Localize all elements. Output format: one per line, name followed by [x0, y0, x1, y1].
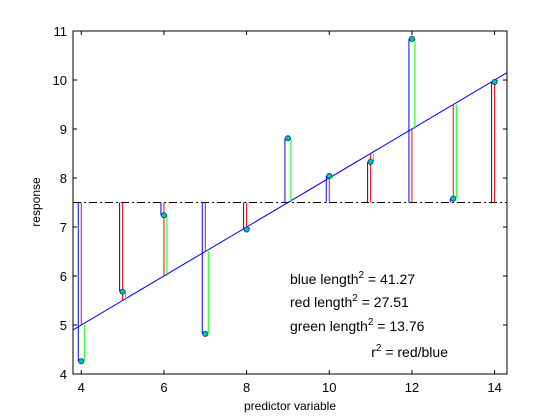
- y-tick-label: 6: [60, 269, 67, 284]
- data-point: [367, 158, 374, 165]
- annotation-blue-length: blue length2 = 41.27: [290, 270, 415, 287]
- x-tick-labels: 4 6 8 10 12 14: [78, 380, 502, 395]
- data-point: [450, 195, 457, 202]
- annotation-r-squared: r2 = red/blue: [371, 343, 448, 360]
- data-points-layer: [78, 35, 498, 365]
- data-point: [491, 78, 498, 85]
- y-tick-label: 7: [60, 220, 67, 235]
- regression-line: [72, 72, 508, 331]
- x-tick-label: 8: [243, 380, 250, 395]
- annotation-green-length: green length2 = 13.76: [290, 317, 425, 334]
- data-point: [119, 288, 126, 295]
- y-tick-label: 9: [60, 122, 67, 137]
- y-tick-label: 11: [54, 24, 68, 39]
- x-tick-label: 4: [78, 380, 85, 395]
- x-tick-label: 12: [405, 380, 419, 395]
- data-point: [243, 226, 250, 233]
- plot-area: [73, 31, 507, 374]
- plot-frame: [72, 30, 508, 375]
- x-tick-label: 10: [322, 380, 336, 395]
- x-tick-label: 14: [487, 380, 501, 395]
- annotation-red-length: red length2 = 27.51: [290, 293, 409, 310]
- data-point: [202, 330, 209, 337]
- y-tick-label: 10: [53, 73, 67, 88]
- data-point: [326, 173, 333, 180]
- y-tick-label: 5: [60, 318, 67, 333]
- regression-line-layer: [72, 72, 508, 331]
- x-tick-label: 6: [160, 380, 167, 395]
- y-tick-label: 4: [60, 367, 67, 382]
- y-tick-label: 8: [60, 171, 67, 186]
- axis-ticks: [73, 30, 507, 375]
- y-axis-label: response: [29, 177, 43, 227]
- annotations: blue length2 = 41.27 red length2 = 27.51 g…: [290, 270, 448, 360]
- data-point: [284, 135, 291, 142]
- data-point: [78, 358, 85, 365]
- data-point: [160, 212, 167, 219]
- data-point: [408, 35, 415, 42]
- y-tick-labels: 4 5 6 7 8 9 10 11: [53, 24, 67, 382]
- x-axis-label: predictor variable: [244, 399, 336, 413]
